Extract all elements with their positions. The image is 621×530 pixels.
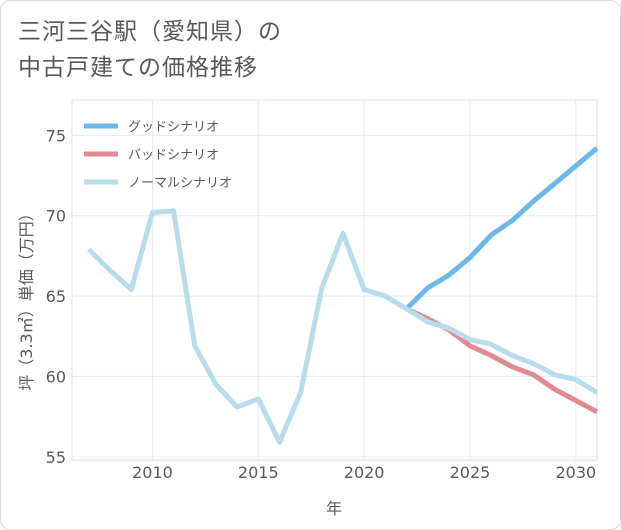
y-tick-label: 75: [46, 126, 66, 145]
series-line-0: [404, 146, 599, 311]
tick-labels: 2010 2015 2020 2025 2030 55 60 65 70 75: [46, 126, 597, 482]
chart-title-line1: 三河三谷駅（愛知県）の: [18, 19, 282, 45]
y-tick-label: 70: [46, 207, 66, 226]
series-line-2: [87, 208, 599, 445]
plot-area-border: [71, 99, 598, 461]
x-tick-label: 2025: [450, 463, 491, 482]
y-axis-label: 坪（3.3㎡）単価（万円）: [17, 205, 36, 390]
grid: [72, 100, 597, 460]
x-tick-label: 2020: [344, 463, 385, 482]
x-tick-label: 2030: [555, 463, 596, 482]
y-tick-label: 55: [46, 448, 66, 467]
legend-label-2: ノーマルシナリオ: [128, 176, 232, 191]
x-tick-label: 2010: [132, 463, 173, 482]
legend-label-1: バッドシナリオ: [128, 148, 219, 163]
y-tick-label: 65: [46, 287, 66, 306]
chart-title-line2: 中古戸建ての価格推移: [18, 55, 258, 81]
chart-title: 三河三谷駅（愛知県）の 中古戸建ての価格推移: [18, 14, 282, 86]
legend-label-0: グッドシナリオ: [128, 120, 219, 135]
x-tick-label: 2015: [238, 463, 279, 482]
x-axis-label: 年: [326, 499, 342, 518]
series-layer: [87, 146, 599, 445]
y-tick-label: 60: [46, 367, 66, 386]
